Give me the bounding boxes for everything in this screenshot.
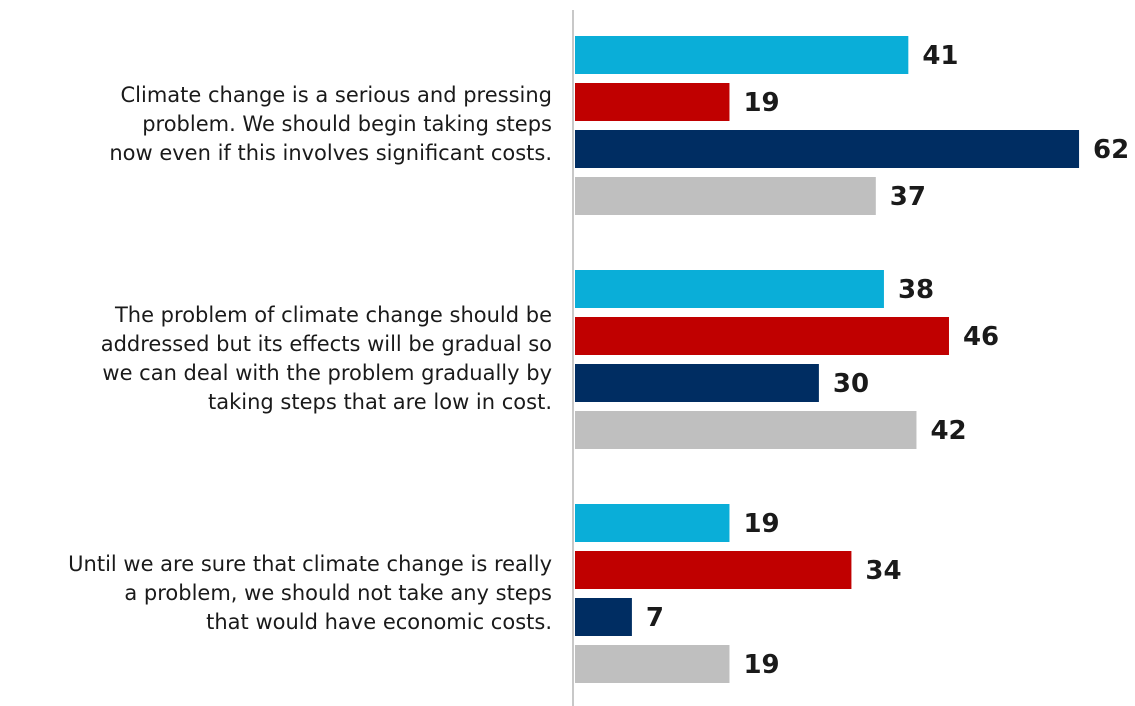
value-label-cat0-series0: 41 xyxy=(922,41,958,71)
bar-cat0-series0 xyxy=(575,36,909,74)
value-label-cat1-series0: 38 xyxy=(898,275,934,305)
value-label-cat2-series2: 7 xyxy=(646,603,664,633)
bar-cat2-series3 xyxy=(575,645,730,683)
category-label-2: Until we are sure that climate change is… xyxy=(68,552,552,634)
bar-cat2-series2 xyxy=(575,598,632,636)
value-label-cat2-series1: 34 xyxy=(865,556,901,586)
category-label-0: Climate change is a serious and pressing… xyxy=(109,83,552,165)
bar-cat1-series3 xyxy=(575,411,917,449)
category-label-1: The problem of climate change should be … xyxy=(100,303,552,414)
value-label-cat1-series1: 46 xyxy=(963,322,999,352)
bar-cat0-series2 xyxy=(575,130,1080,168)
bars-group: 41 19 62 37 38 46 30 42 19 34 7 19 xyxy=(575,36,1129,683)
value-label-cat0-series1: 19 xyxy=(743,88,779,118)
value-label-cat2-series0: 19 xyxy=(743,509,779,539)
bar-cat1-series1 xyxy=(575,317,949,355)
value-label-cat1-series3: 42 xyxy=(930,416,966,446)
value-label-cat0-series2: 62 xyxy=(1093,135,1129,165)
value-label-cat1-series2: 30 xyxy=(833,369,869,399)
bar-cat2-series0 xyxy=(575,504,730,542)
value-label-cat0-series3: 37 xyxy=(890,182,926,212)
bar-cat1-series2 xyxy=(575,364,819,402)
bar-cat0-series3 xyxy=(575,177,876,215)
bar-cat0-series1 xyxy=(575,83,730,121)
bar-cat2-series1 xyxy=(575,551,852,589)
bar-cat1-series0 xyxy=(575,270,884,308)
value-label-cat2-series3: 19 xyxy=(743,650,779,680)
